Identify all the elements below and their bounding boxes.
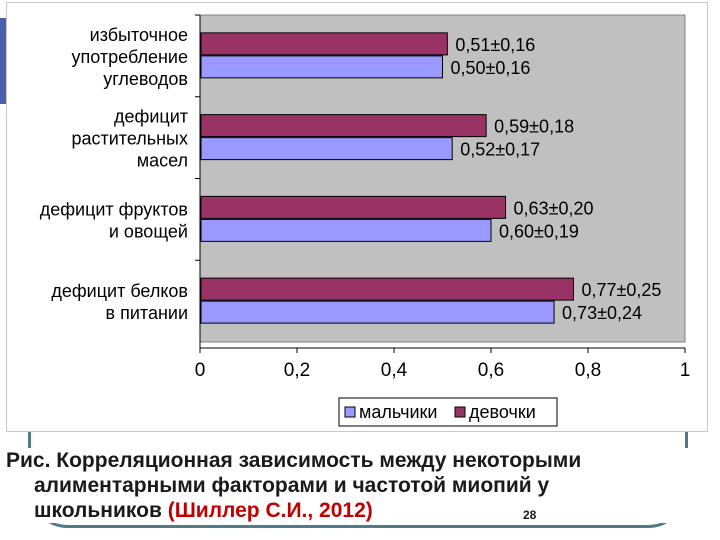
data-label: 0,60±0,19	[499, 221, 579, 241]
data-label: 0,63±0,20	[514, 198, 594, 218]
chart-container: 0 0,2 0,4 0,6 0,8 1 0,51±0,16 0,50±0,16 избыточн…	[6, 2, 708, 432]
category-label: дефицит фруктов	[40, 199, 188, 219]
category-label: и овощей	[109, 221, 188, 241]
category-label: дефицит белков	[51, 281, 188, 301]
data-label: 0,50±0,16	[451, 58, 531, 78]
caption-text: школьников	[34, 499, 168, 522]
x-tick-label: 0,8	[575, 360, 601, 381]
category-label: масел	[137, 151, 188, 171]
legend-swatch	[454, 406, 466, 418]
bar	[200, 114, 487, 138]
legend-label: мальчики	[359, 402, 437, 422]
bar	[200, 137, 453, 161]
legend-label: девочки	[469, 402, 536, 422]
data-label: 0,77±0,25	[581, 280, 661, 300]
x-tick-label: 0,2	[284, 360, 310, 381]
bar	[200, 218, 492, 242]
data-label: 0,73±0,24	[562, 303, 642, 323]
bar-chart: 0 0,2 0,4 0,6 0,8 1 0,51±0,16 0,50±0,16 избыточн…	[40, 14, 691, 427]
x-tick-label: 0,6	[478, 360, 504, 381]
bar	[200, 32, 448, 56]
caption-line-2: алиментарными факторами и частотой миопи…	[34, 474, 550, 497]
data-label: 0,52±0,17	[460, 140, 540, 160]
category-label: в питании	[106, 303, 188, 323]
caption-citation: (Шиллер С.И., 2012)	[167, 499, 373, 522]
legend	[338, 397, 558, 427]
figure-caption: Рис. Корреляционная зависимость между не…	[6, 448, 706, 523]
category-label: растительных	[71, 129, 188, 149]
category-label: избыточное	[90, 25, 188, 45]
data-label: 0,59±0,18	[494, 117, 574, 137]
x-tick-label: 0,4	[381, 360, 408, 381]
legend-swatch	[344, 406, 356, 418]
x-tick-label: 0	[195, 360, 206, 381]
category-label: дефицит	[114, 107, 188, 127]
page-number: 28	[523, 508, 537, 522]
bar	[200, 195, 507, 219]
category-label: углеводов	[103, 69, 188, 89]
category-label: употребление	[72, 47, 188, 67]
x-tick-label: 1	[680, 360, 691, 381]
bar	[200, 300, 555, 324]
caption-line-1: Рис. Корреляционная зависимость между не…	[6, 449, 582, 472]
bar	[200, 55, 443, 79]
bar	[200, 277, 574, 301]
data-label: 0,51±0,16	[455, 35, 535, 55]
caption-line-3: школьников (Шиллер С.И., 2012)	[6, 498, 706, 523]
decorative-side-bar	[0, 18, 8, 104]
